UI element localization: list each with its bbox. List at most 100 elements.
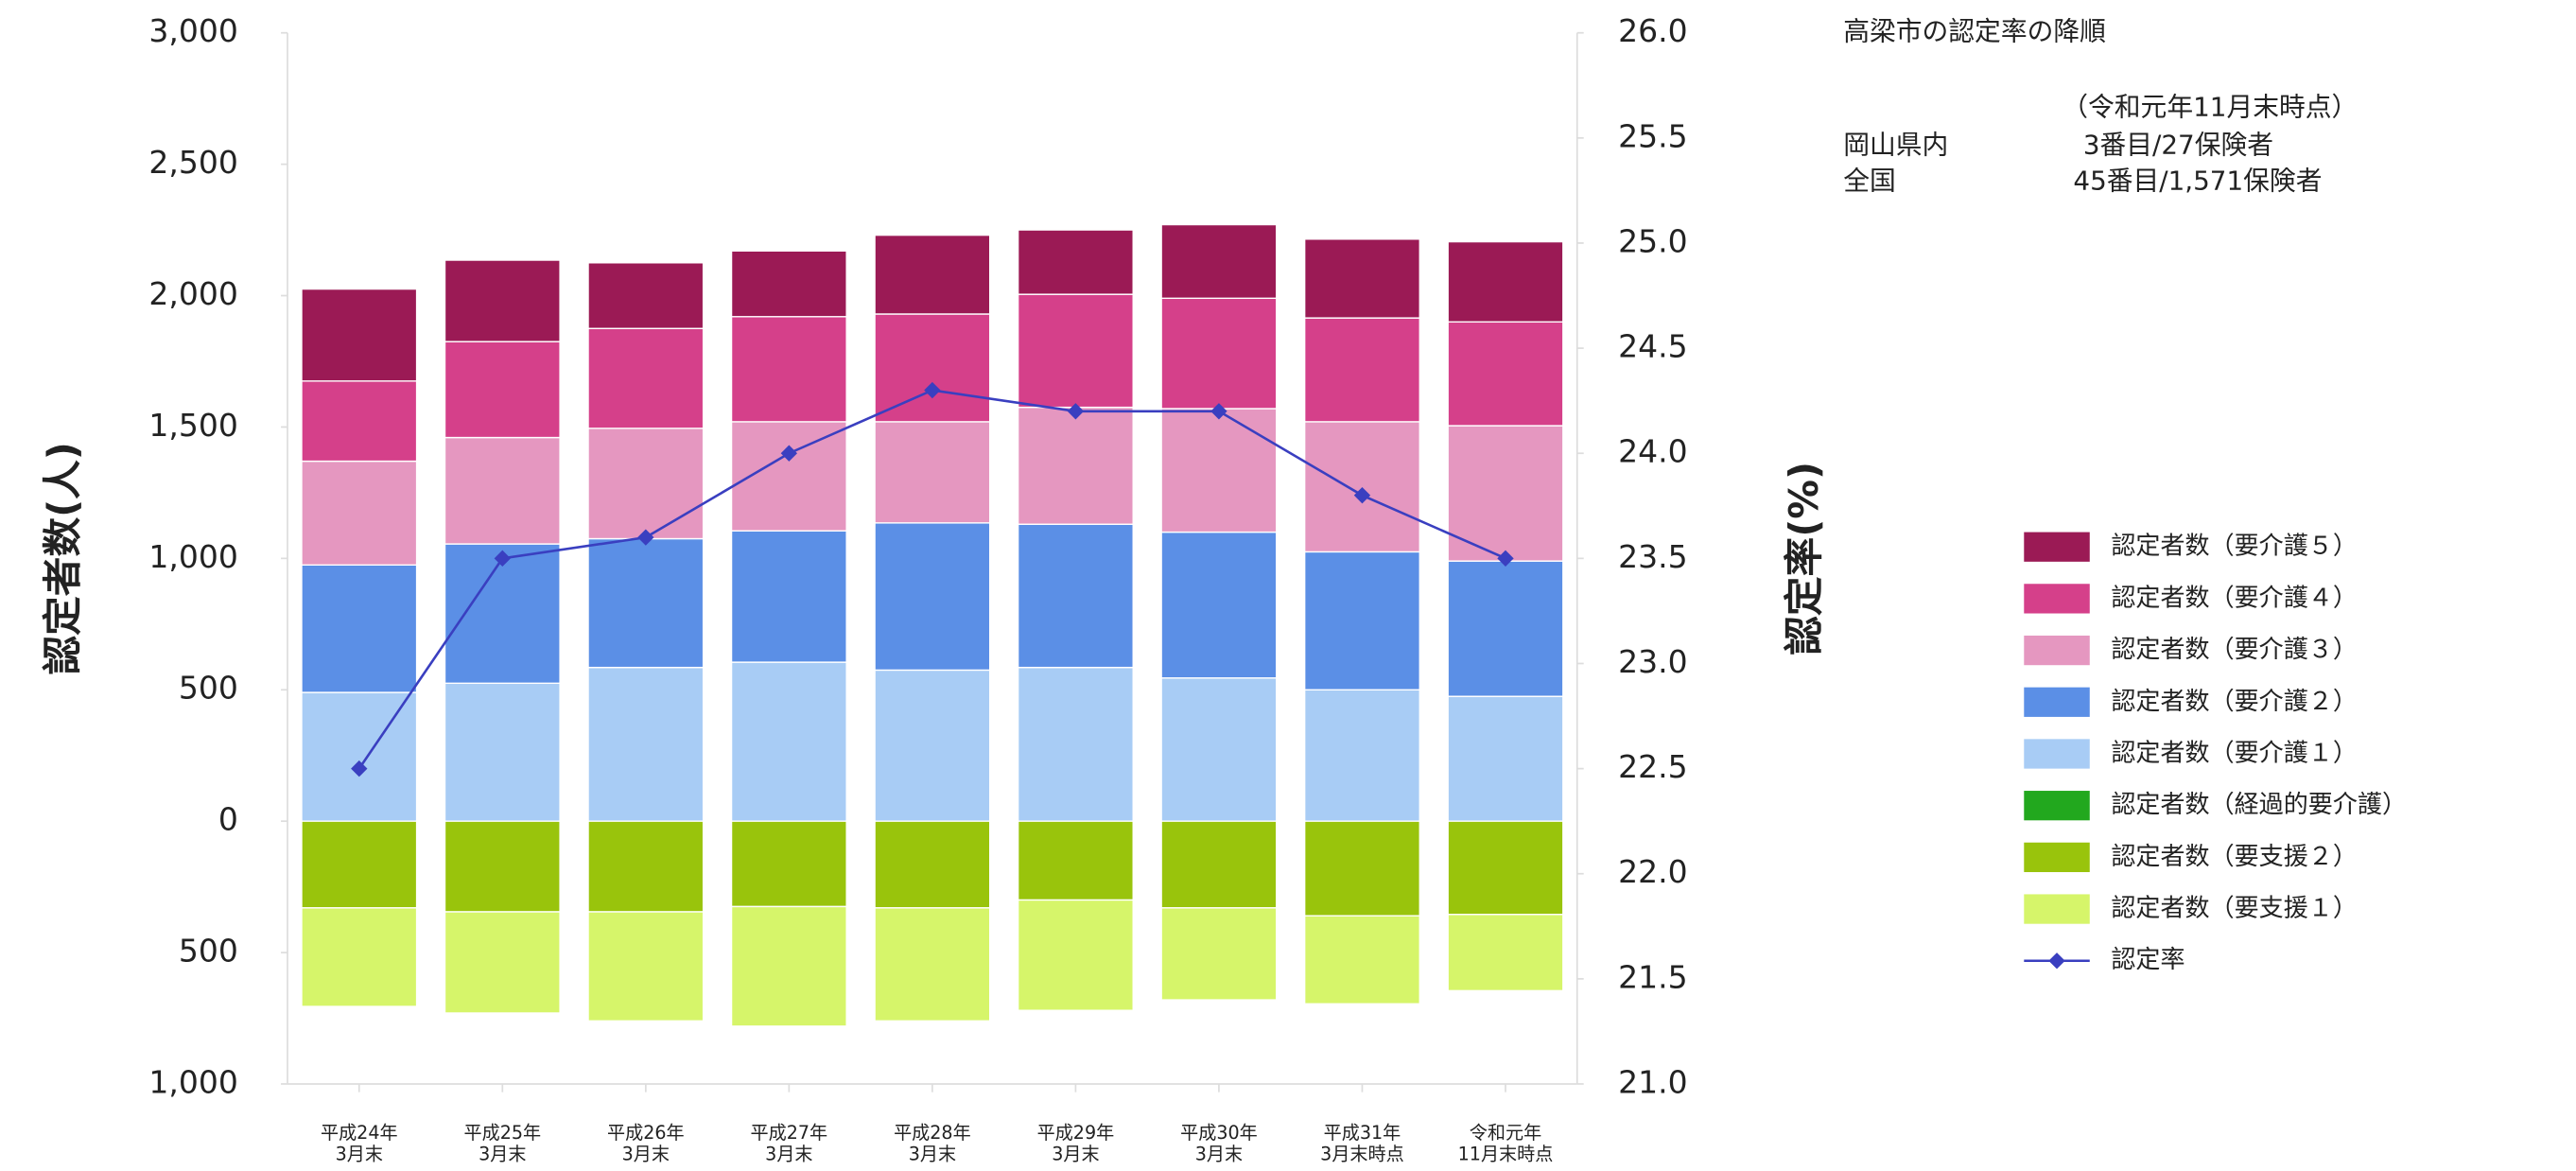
bar-segment	[1303, 317, 1420, 423]
bar-segment	[1017, 229, 1134, 295]
line-marker	[1210, 403, 1227, 420]
y-tick-label: 500	[179, 670, 238, 707]
x-tick-label: 令和元年 11月末時点	[1458, 1122, 1554, 1165]
bar-segment	[874, 313, 991, 423]
line-marker	[1067, 403, 1085, 420]
x-tick-label: 平成24年 3月末	[321, 1122, 398, 1165]
bar-segment	[730, 905, 847, 1027]
legend-label: 認定者数（要介護５）	[2111, 533, 2358, 561]
bar-segment	[301, 564, 418, 693]
bar-segment	[1303, 551, 1420, 690]
legend-swatch	[2024, 791, 2090, 821]
bar-segment	[301, 907, 418, 1007]
y2-tick-label: 24.0	[1618, 433, 1687, 470]
bar-segment	[1447, 914, 1564, 992]
bar-segment	[301, 380, 418, 463]
bar-segment	[1303, 915, 1420, 1005]
legend-label: 認定者数（要介護３）	[2111, 636, 2358, 664]
legend-label: 認定者数（要支援１）	[2111, 895, 2358, 923]
bar-segment	[1303, 421, 1420, 553]
bar-segment	[444, 911, 561, 1014]
x-tick-label-line: 平成30年	[1180, 1122, 1258, 1144]
x-tick-label: 平成28年 3月末	[894, 1122, 971, 1165]
x-tick-label-line: 3月末	[336, 1143, 383, 1164]
y2-tick-label: 24.5	[1618, 328, 1687, 365]
bar-segment	[1017, 666, 1134, 822]
x-tick-label-line: 11月末時点	[1458, 1143, 1554, 1164]
bar-segment	[1303, 689, 1420, 822]
bar-segment	[444, 820, 561, 913]
x-tick-label-line: 3月末	[1052, 1143, 1099, 1164]
y-tick-label: 1,000	[148, 1063, 237, 1100]
bar-segment	[1017, 406, 1134, 525]
y2-tick-label: 22.5	[1618, 748, 1687, 785]
bar-segment	[1160, 677, 1278, 822]
x-tick-label: 平成29年 3月末	[1037, 1122, 1115, 1165]
legend-swatch	[2024, 739, 2090, 769]
annotation: 全国	[1843, 166, 1896, 197]
x-tick-label-line: 3月末	[479, 1143, 526, 1164]
legend-swatch	[2024, 842, 2090, 872]
bar-segment	[1160, 820, 1278, 909]
x-tick-label-line: 3月末	[909, 1143, 956, 1164]
annotation: 3番目/27保険者	[2083, 130, 2273, 161]
bar-segment	[444, 341, 561, 439]
x-tick-label-line: 平成27年	[751, 1122, 828, 1144]
y2-tick-label: 23.0	[1618, 643, 1687, 680]
bar-segment	[587, 428, 705, 540]
legend-swatch	[2024, 687, 2090, 717]
bar-segment	[1017, 293, 1134, 409]
bar-segment	[1447, 321, 1564, 427]
annotation: 岡山県内	[1843, 130, 1948, 161]
bar-segment	[1447, 560, 1564, 697]
line-marker	[1497, 550, 1514, 568]
x-tick-label-line: 平成31年	[1324, 1122, 1401, 1144]
bar-segment	[1303, 238, 1420, 319]
y2-tick-label: 23.5	[1618, 538, 1687, 575]
y2-tick-label: 26.0	[1618, 12, 1687, 49]
bar-segment	[1303, 820, 1420, 917]
legend-label: 認定者数（要介護２）	[2111, 688, 2358, 716]
bar-segment	[444, 436, 561, 545]
legend-label: 認定率	[2111, 946, 2184, 974]
bar-segment	[587, 911, 705, 1022]
bar-segment	[1160, 907, 1278, 1001]
x-tick-label-line: 平成28年	[894, 1122, 971, 1144]
bar-segment	[730, 530, 847, 663]
legend-label: 認定者数（要支援２）	[2111, 843, 2358, 871]
legend-swatch	[2024, 894, 2090, 924]
line-marker	[1353, 486, 1371, 504]
y-tick-label: 2,000	[148, 275, 237, 312]
bar-segment	[301, 820, 418, 909]
bar-segment	[730, 316, 847, 423]
bar-segment	[730, 250, 847, 318]
x-tick-label: 平成27年 3月末	[751, 1122, 828, 1165]
y-tick-label: 0	[218, 801, 238, 838]
legend-label: 認定者数（要介護１）	[2111, 739, 2358, 767]
bar-segment	[874, 820, 991, 909]
y2-axis-title: 認定率(%)	[1781, 462, 1827, 655]
bar-segment	[587, 820, 705, 913]
annotation: （令和元年11月末時点）	[2062, 92, 2358, 123]
x-tick-label-line: 平成29年	[1037, 1122, 1115, 1144]
line-marker	[351, 760, 368, 778]
y2-tick-label: 25.0	[1618, 222, 1687, 259]
x-tick-label: 平成25年 3月末	[464, 1122, 542, 1165]
bar-segment	[1160, 297, 1278, 410]
y2-tick-label: 25.5	[1618, 117, 1687, 154]
bar-segment	[301, 460, 418, 566]
bar-segment	[587, 666, 705, 822]
bar-segment	[874, 421, 991, 524]
bar-segment	[874, 522, 991, 672]
x-tick-label-line: 平成24年	[321, 1122, 398, 1144]
bar-segment	[1017, 523, 1134, 669]
bar-segment	[1160, 531, 1278, 679]
bar-segment	[874, 234, 991, 315]
legend-swatch	[2024, 635, 2090, 666]
bar-segment	[874, 669, 991, 822]
annotation: 45番目/1,571保険者	[2073, 166, 2322, 197]
bar-segment	[1447, 820, 1564, 916]
bar-segment	[1017, 820, 1134, 901]
bar-segment	[301, 288, 418, 382]
